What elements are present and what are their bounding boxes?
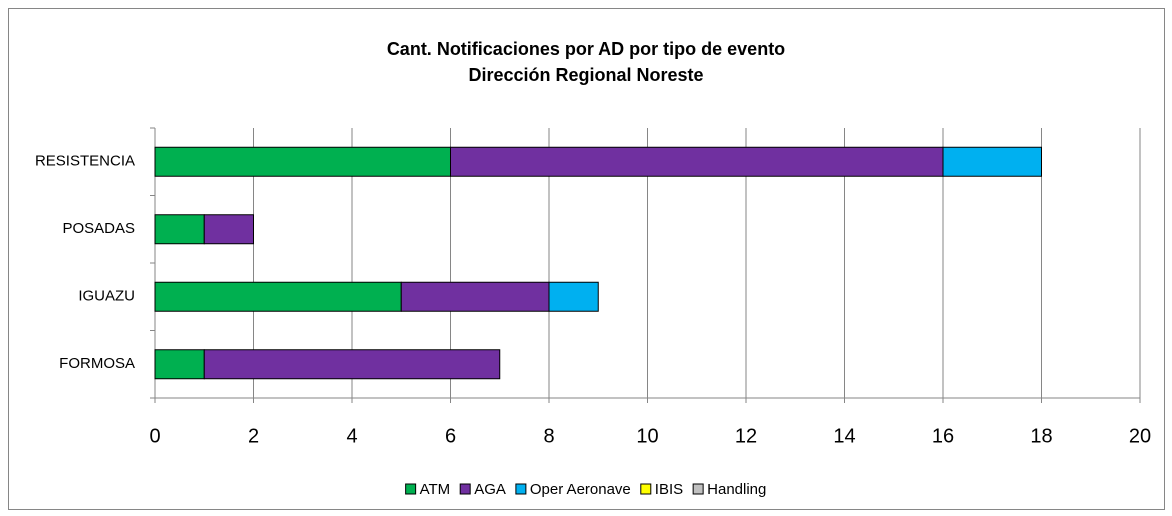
x-tick-label: 8 [543, 425, 554, 447]
bar-segment [450, 146, 944, 177]
x-tick-label: 6 [445, 425, 456, 447]
legend-swatch [459, 483, 471, 495]
x-tick-label: 12 [735, 425, 757, 447]
bar-segment [154, 281, 402, 312]
legend-swatch [640, 483, 652, 495]
bar-segment [203, 214, 254, 245]
legend-label: Oper Aeronave [530, 481, 631, 498]
x-tick-label: 0 [149, 425, 160, 447]
legend-label: Handling [707, 481, 766, 498]
y-tick-label: FORMOSA [59, 355, 135, 372]
chart-subtitle: Dirección Regional Noreste [468, 65, 703, 85]
legend-swatch [515, 483, 527, 495]
legend-label: IBIS [655, 481, 683, 498]
legend-label: ATM [420, 481, 451, 498]
bar-segment [154, 146, 451, 177]
bar-segment [942, 146, 1042, 177]
bar-segment [400, 281, 550, 312]
x-tick-label: 4 [346, 425, 357, 447]
x-tick-label: 2 [248, 425, 259, 447]
x-tick-label: 16 [932, 425, 954, 447]
legend-swatch [692, 483, 704, 495]
x-tick-label: 18 [1030, 425, 1052, 447]
bar-segment [203, 349, 501, 380]
y-tick-label: RESISTENCIA [35, 153, 135, 170]
x-tick-label: 14 [833, 425, 855, 447]
x-tick-label: 10 [636, 425, 658, 447]
bar-segment [154, 214, 205, 245]
legend-swatch [405, 483, 417, 495]
chart-border [8, 8, 1165, 510]
y-tick-label: IGUAZU [78, 288, 135, 305]
x-tick-label: 20 [1129, 425, 1151, 447]
chart-title: Cant. Notificaciones por AD por tipo de … [387, 39, 785, 59]
bar-segment [548, 281, 599, 312]
bar-segment [154, 349, 205, 380]
y-tick-label: POSADAS [62, 220, 135, 237]
legend-label: AGA [474, 481, 506, 498]
